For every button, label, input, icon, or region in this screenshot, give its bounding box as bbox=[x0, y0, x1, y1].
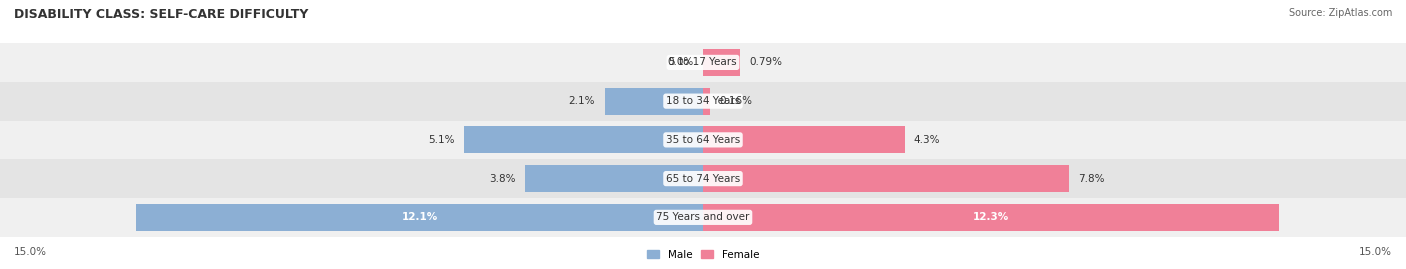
Bar bbox=[703, 49, 740, 76]
Bar bbox=[136, 204, 703, 231]
Bar bbox=[524, 165, 703, 192]
Bar bbox=[703, 126, 904, 153]
Text: 5 to 17 Years: 5 to 17 Years bbox=[669, 57, 737, 68]
Text: 18 to 34 Years: 18 to 34 Years bbox=[666, 96, 740, 106]
Text: 3.8%: 3.8% bbox=[489, 174, 516, 184]
Bar bbox=[0, 43, 1406, 82]
Text: 15.0%: 15.0% bbox=[14, 247, 46, 257]
Text: Source: ZipAtlas.com: Source: ZipAtlas.com bbox=[1288, 8, 1392, 18]
Text: 7.8%: 7.8% bbox=[1078, 174, 1105, 184]
Text: 12.1%: 12.1% bbox=[401, 212, 437, 222]
Text: 75 Years and over: 75 Years and over bbox=[657, 212, 749, 222]
Bar bbox=[703, 88, 710, 115]
Text: 0.79%: 0.79% bbox=[749, 57, 782, 68]
Bar bbox=[0, 121, 1406, 159]
Text: 2.1%: 2.1% bbox=[568, 96, 595, 106]
Text: 12.3%: 12.3% bbox=[973, 212, 1010, 222]
Text: 0.0%: 0.0% bbox=[668, 57, 693, 68]
Bar bbox=[0, 198, 1406, 237]
Bar bbox=[0, 159, 1406, 198]
Text: 35 to 64 Years: 35 to 64 Years bbox=[666, 135, 740, 145]
Bar bbox=[703, 165, 1069, 192]
Bar bbox=[0, 82, 1406, 121]
Legend: Male, Female: Male, Female bbox=[643, 245, 763, 264]
Bar bbox=[703, 204, 1279, 231]
Bar bbox=[605, 88, 703, 115]
Text: 0.16%: 0.16% bbox=[720, 96, 752, 106]
Text: DISABILITY CLASS: SELF-CARE DIFFICULTY: DISABILITY CLASS: SELF-CARE DIFFICULTY bbox=[14, 8, 308, 21]
Text: 4.3%: 4.3% bbox=[914, 135, 941, 145]
Text: 65 to 74 Years: 65 to 74 Years bbox=[666, 174, 740, 184]
Text: 5.1%: 5.1% bbox=[427, 135, 454, 145]
Text: 15.0%: 15.0% bbox=[1360, 247, 1392, 257]
Bar bbox=[464, 126, 703, 153]
